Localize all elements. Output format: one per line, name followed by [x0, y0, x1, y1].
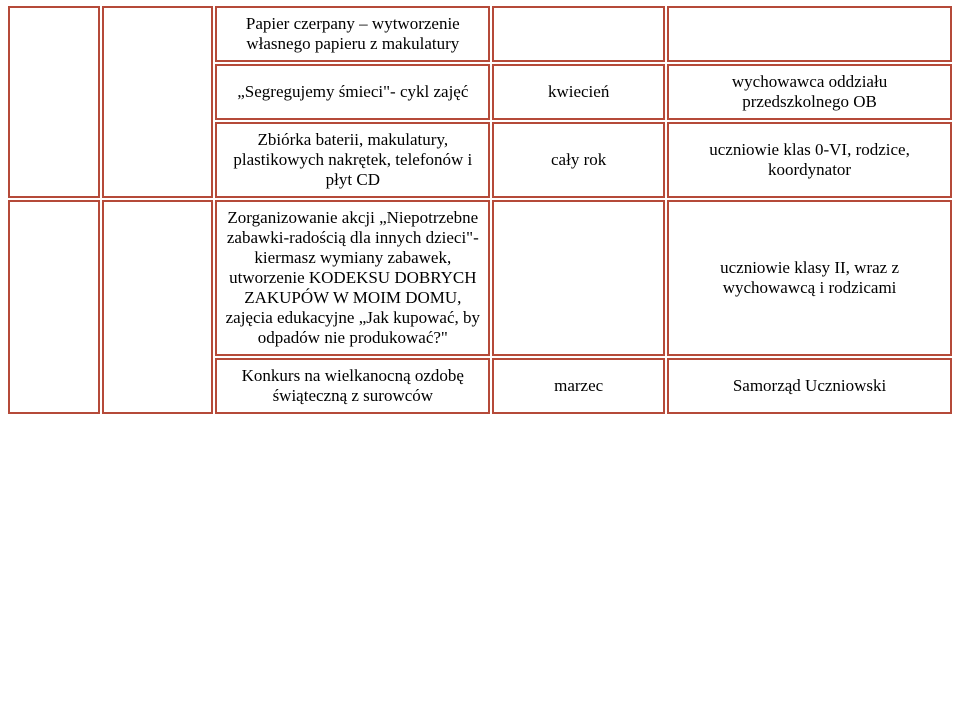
cell-responsible: wychowawca oddziału przedszkolnego OB: [667, 64, 952, 120]
cell-activity: Zbiórka baterii, makulatury, plastikowyc…: [215, 122, 490, 198]
cell-col2: [102, 6, 214, 198]
cell-col1: [8, 6, 100, 198]
schedule-table: Papier czerpany – wytworzenie własnego p…: [6, 4, 954, 416]
cell-col1: [8, 200, 100, 414]
cell-responsible: [667, 6, 952, 62]
cell-term: cały rok: [492, 122, 665, 198]
cell-activity: Konkurs na wielkanocną ozdobę świąteczną…: [215, 358, 490, 414]
cell-term: marzec: [492, 358, 665, 414]
cell-term: [492, 200, 665, 356]
table-row: Zorganizowanie akcji „Niepotrzebne zabaw…: [8, 200, 952, 356]
cell-col2: [102, 200, 214, 414]
cell-activity: Papier czerpany – wytworzenie własnego p…: [215, 6, 490, 62]
cell-term: [492, 6, 665, 62]
cell-activity: „Segregujemy śmieci"- cykl zajęć: [215, 64, 490, 120]
cell-responsible: uczniowie klasy II, wraz z wychowawcą i …: [667, 200, 952, 356]
table-row: Papier czerpany – wytworzenie własnego p…: [8, 6, 952, 62]
cell-responsible: Samorząd Uczniowski: [667, 358, 952, 414]
cell-term: kwiecień: [492, 64, 665, 120]
cell-responsible: uczniowie klas 0-VI, rodzice, koordynato…: [667, 122, 952, 198]
cell-activity: Zorganizowanie akcji „Niepotrzebne zabaw…: [215, 200, 490, 356]
